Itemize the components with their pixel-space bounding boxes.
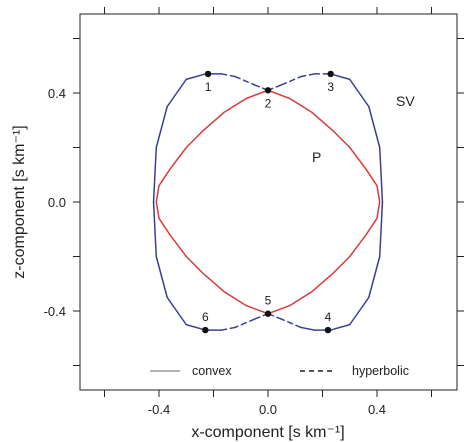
series-sv-convex-segment xyxy=(185,73,207,81)
marked-point-4 xyxy=(324,326,332,334)
series-sv-convex-segment xyxy=(378,146,384,203)
series-sv-convex-segment xyxy=(368,255,381,299)
series-sv-convex-segment xyxy=(155,255,168,299)
marked-point-label-2: 2 xyxy=(265,96,272,110)
curves xyxy=(152,73,384,331)
marked-points: 1 2 3 4 5 6 xyxy=(202,70,334,334)
marked-point-1 xyxy=(204,70,212,78)
y-axis-title: z-component [s km⁻¹] xyxy=(11,125,28,278)
series-sv-convex-segment xyxy=(152,146,158,203)
legend-convex-label: convex xyxy=(192,364,232,378)
x-axis-title: x-component [s km⁻¹] xyxy=(191,424,344,441)
marked-point-5 xyxy=(264,310,272,317)
marked-point-label-6: 6 xyxy=(202,310,209,324)
marked-point-2 xyxy=(264,87,272,94)
series-sv-hyperbolic-segment xyxy=(234,318,256,329)
marked-point-label-3: 3 xyxy=(327,80,334,94)
marked-point-label-5: 5 xyxy=(265,294,272,308)
x-tick-label: -0.4 xyxy=(148,402,170,417)
series-sv-convex-segment xyxy=(329,73,351,81)
series-sv-convex-segment xyxy=(299,326,316,331)
x-tick-label: 0.0 xyxy=(259,402,277,417)
series-sv-convex-segment xyxy=(368,105,381,149)
series-sv-hyperbolic-segment xyxy=(234,75,256,86)
series-sv-convex-segment xyxy=(166,296,187,326)
marked-point-3 xyxy=(327,70,334,78)
marked-point-label-1: 1 xyxy=(205,80,212,94)
y-tick-label: 0.0 xyxy=(48,195,66,210)
series-sv-hyperbolic-segment xyxy=(220,326,237,331)
series-sv-convex-segment xyxy=(378,201,384,258)
series-sv-hyperbolic-segment xyxy=(220,73,237,78)
y-tick-label: 0.4 xyxy=(48,86,66,101)
series-sv-convex-segment xyxy=(329,323,351,331)
legend: convex hyperbolic xyxy=(150,364,409,378)
axes: -0.4 0.0 0.4 -0.4 0.0 0.4 xyxy=(44,7,464,417)
marked-point-label-4: 4 xyxy=(325,310,332,324)
series-p-line xyxy=(155,89,381,315)
curve-label-sv: SV xyxy=(396,93,415,109)
curve-label-p: P xyxy=(312,149,321,165)
plot-frame xyxy=(79,13,458,391)
series-sv-convex-segment xyxy=(152,201,158,258)
series-sv-hyperbolic-segment xyxy=(280,75,302,86)
series-sv-convex-segment xyxy=(166,78,187,108)
x-tick-label: 0.4 xyxy=(368,402,386,417)
series-sv-hyperbolic-segment xyxy=(280,318,302,329)
marked-point-6 xyxy=(202,326,209,334)
y-tick-label: -0.4 xyxy=(44,304,66,319)
series-sv-convex-segment xyxy=(349,78,370,108)
series-sv-hyperbolic-segment xyxy=(299,73,316,78)
series-sv-convex-segment xyxy=(155,105,168,149)
series-sv-convex-segment xyxy=(185,323,207,331)
series-sv-convex-segment xyxy=(349,296,370,326)
legend-hyperbolic-label: hyperbolic xyxy=(352,364,409,378)
